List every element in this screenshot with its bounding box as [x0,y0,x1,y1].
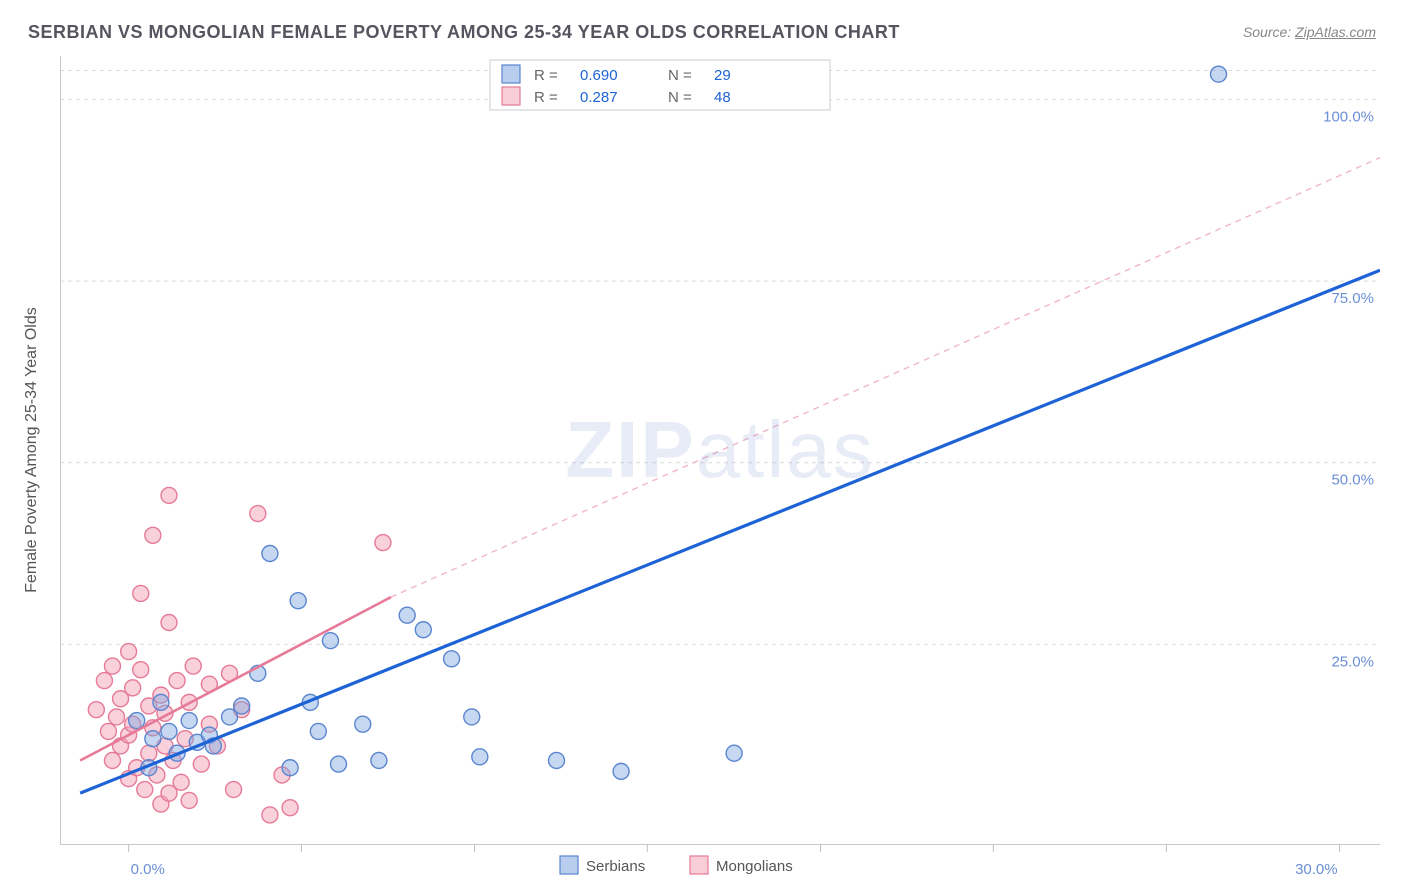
x-tick-label: 0.0% [131,861,165,878]
data-point-mongolian [173,774,189,790]
data-point-mongolian [181,792,197,808]
data-point-serbian [399,607,415,623]
data-point-serbian [549,752,565,768]
data-point-mongolian [262,807,278,823]
source-link[interactable]: ZipAtlas.com [1295,24,1376,40]
legend-n-label: N = [668,67,692,84]
data-point-serbian [153,694,169,710]
data-point-serbian [331,756,347,772]
source-attribution: Source: ZipAtlas.com [1243,24,1376,40]
data-point-mongolian [109,709,125,725]
legend-bottom-swatch [690,856,708,874]
y-tick-label: 100.0% [1323,109,1374,126]
data-point-mongolian [100,723,116,739]
data-point-serbian [290,593,306,609]
data-point-mongolian [141,745,157,761]
data-point-serbian [181,713,197,729]
data-point-serbian [234,698,250,714]
data-point-mongolian [161,487,177,503]
data-point-serbian [282,760,298,776]
y-axis-label: Female Poverty Among 25-34 Year Olds [23,307,41,593]
data-point-serbian [371,752,387,768]
data-point-serbian [145,731,161,747]
data-point-mongolian [121,644,137,660]
data-point-mongolian [185,658,201,674]
data-point-serbian [161,723,177,739]
data-point-serbian [1211,66,1227,82]
legend-n-value: 48 [714,89,731,106]
data-point-mongolian [193,756,209,772]
data-point-serbian [355,716,371,732]
data-point-mongolian [133,585,149,601]
data-point-mongolian [133,662,149,678]
legend-r-label: R = [534,67,558,84]
plot-area: Female Poverty Among 25-34 Year Olds 0.0… [60,56,1380,844]
data-point-serbian [129,713,145,729]
data-point-mongolian [104,752,120,768]
data-point-mongolian [161,614,177,630]
data-point-mongolian [145,527,161,543]
trendline-mongolian-extrapolated [391,158,1380,597]
source-label: Source: [1243,24,1291,40]
data-point-mongolian [137,782,153,798]
data-point-serbian [262,545,278,561]
data-point-mongolian [375,535,391,551]
data-point-serbian [472,749,488,765]
data-point-mongolian [125,680,141,696]
legend-swatch [502,87,520,105]
legend-bottom-label: Serbians [586,858,645,875]
legend-n-value: 29 [714,67,731,84]
chart-title: SERBIAN VS MONGOLIAN FEMALE POVERTY AMON… [28,22,900,43]
data-point-mongolian [104,658,120,674]
data-point-serbian [310,723,326,739]
y-tick-label: 25.0% [1331,653,1374,670]
data-point-mongolian [226,782,242,798]
legend-r-label: R = [534,89,558,106]
legend-n-label: N = [668,89,692,106]
legend-r-value: 0.690 [580,67,618,84]
data-point-mongolian [88,702,104,718]
chart-svg: 0.0% 30.0% 25.0% 50.0% 75.0% 100.0% R = 0.690 N … [60,56,1380,886]
data-point-mongolian [169,673,185,689]
legend-swatch [502,65,520,83]
y-axis-label-wrap: Female Poverty Among 25-34 Year Olds [20,56,44,844]
chart-container: SERBIAN VS MONGOLIAN FEMALE POVERTY AMON… [0,0,1406,892]
y-tick-label: 75.0% [1331,290,1374,307]
legend-bottom-label: Mongolians [716,858,793,875]
data-point-serbian [464,709,480,725]
trendline-serbian [80,270,1380,793]
data-point-mongolian [96,673,112,689]
y-tick-label: 50.0% [1331,472,1374,489]
data-point-serbian [415,622,431,638]
legend-r-value: 0.287 [580,89,618,106]
data-point-serbian [322,633,338,649]
data-point-serbian [726,745,742,761]
data-point-mongolian [250,506,266,522]
data-point-mongolian [282,800,298,816]
trendline-mongolian [80,597,391,760]
data-point-serbian [613,763,629,779]
x-tick-label: 30.0% [1295,861,1338,878]
legend-bottom-swatch [560,856,578,874]
data-point-serbian [444,651,460,667]
